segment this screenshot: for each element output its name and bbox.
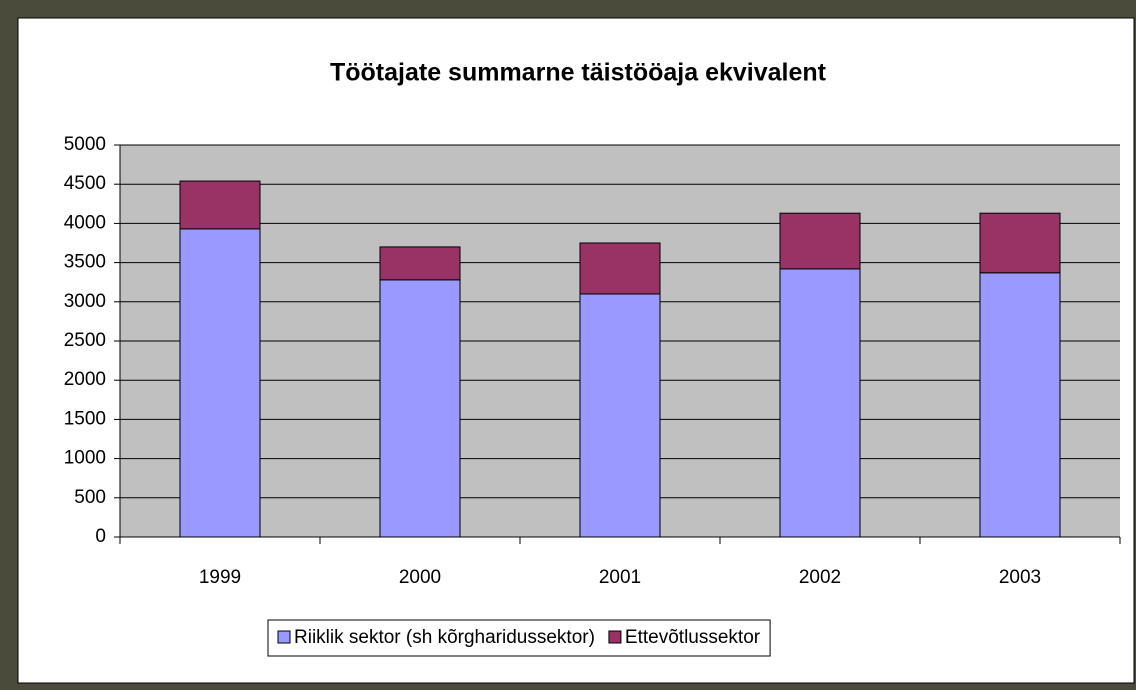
y-tick-label: 3000 [64, 291, 106, 312]
bar-segment [979, 272, 1061, 538]
bar-segment [179, 180, 261, 230]
x-tick-label: 2002 [799, 567, 841, 588]
bar-segment [779, 268, 861, 538]
y-tick-label: 2000 [64, 369, 106, 390]
y-tick-label: 4000 [64, 212, 106, 233]
chart-title: Töötajate summarne täistööaja ekvivalent [330, 59, 827, 87]
bar-segment [579, 293, 661, 538]
legend-label: Riiklik sektor (sh kõrgharidussektor) [294, 627, 595, 648]
x-tick-label: 1999 [199, 567, 241, 588]
y-tick-label: 1000 [64, 448, 106, 469]
bar-segment [779, 212, 861, 270]
y-tick-label: 0 [95, 526, 106, 547]
legend-box [267, 619, 771, 657]
bar-segment [379, 279, 461, 538]
x-tick-label: 2001 [599, 567, 641, 588]
legend-swatch [608, 630, 622, 644]
y-tick-label: 4500 [64, 173, 106, 194]
bar-segment [579, 242, 661, 295]
bar-segment [979, 212, 1061, 274]
x-tick-label: 2000 [399, 567, 441, 588]
y-tick-label: 500 [74, 487, 106, 508]
y-tick-label: 1500 [64, 408, 106, 429]
y-tick-label: 5000 [64, 134, 106, 155]
y-tick-label: 3500 [64, 252, 106, 273]
y-tick-label: 2500 [64, 330, 106, 351]
bar-segment [179, 228, 261, 538]
bar-segment [379, 246, 461, 281]
legend-label: Ettevõtlussektor [625, 627, 761, 648]
x-tick-label: 2003 [999, 567, 1041, 588]
legend-swatch [277, 630, 291, 644]
